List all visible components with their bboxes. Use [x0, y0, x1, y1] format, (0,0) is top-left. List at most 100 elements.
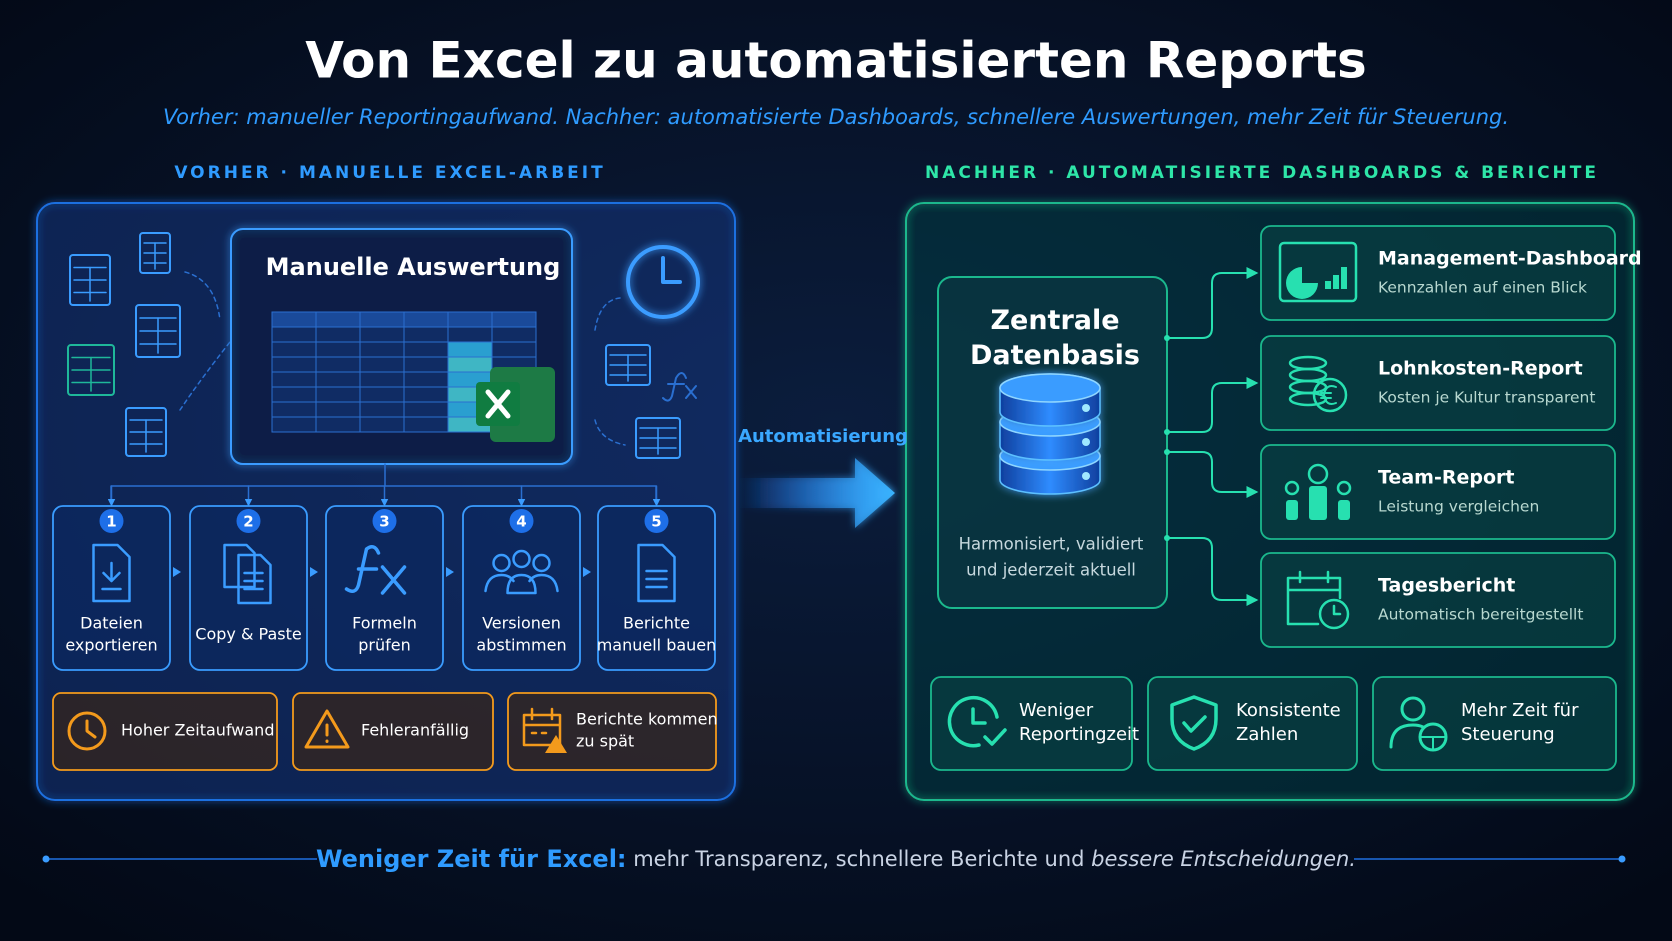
step-badge	[99, 509, 124, 533]
spreadsheet-cell	[359, 416, 405, 433]
icon	[139, 232, 171, 274]
spreadsheet-cell	[403, 386, 449, 403]
transition-label: Automatisierung	[738, 426, 908, 447]
icon	[125, 407, 167, 457]
spreadsheet-cell	[403, 341, 449, 358]
connector	[1166, 537, 1259, 606]
step-arrow	[173, 567, 181, 577]
step-icon	[484, 573, 559, 595]
issue-label: Hoher Zeitaufwand	[121, 721, 274, 740]
footer-emphasis: bessere Entscheidungen.	[1091, 847, 1356, 871]
issue-box	[52, 692, 278, 771]
step-number: 2	[243, 513, 253, 531]
fx-icon	[662, 372, 697, 402]
report-icon	[1320, 385, 1337, 405]
report-icon	[1312, 377, 1348, 413]
spreadsheet-cell	[403, 356, 449, 373]
step-arrow	[446, 567, 454, 577]
report-card	[1260, 335, 1616, 431]
report-icon	[1288, 355, 1328, 371]
step-label: Formeln	[352, 614, 417, 633]
report-title: Tagesbericht	[1378, 575, 1515, 597]
spreadsheet-cell	[403, 371, 449, 388]
hub-title: Datenbasis	[970, 340, 1140, 371]
issue-icon	[85, 719, 97, 739]
spreadsheet-cell	[403, 311, 449, 328]
spreadsheet-cell	[491, 326, 537, 343]
spreadsheet-cell	[491, 341, 537, 358]
spreadsheet-cell	[315, 341, 361, 358]
spreadsheet-cell	[315, 356, 361, 373]
issue-icon	[545, 735, 567, 753]
spreadsheet-cell	[271, 386, 317, 403]
spreadsheet-cell	[315, 371, 361, 388]
hub-title: Zentrale	[990, 305, 1119, 336]
spreadsheet-cell	[359, 311, 405, 328]
report-title: Management-Dashboard	[1378, 248, 1642, 270]
step-label: prüfen	[358, 636, 411, 655]
step-number: 5	[651, 513, 661, 531]
subtitle: Vorher: manueller Reportingaufwand. Nach…	[163, 105, 1509, 129]
spreadsheet-cell	[403, 326, 449, 343]
report-card	[1260, 552, 1616, 648]
spreadsheet-cell	[403, 416, 449, 433]
spreadsheet-cell	[359, 386, 405, 403]
icon	[605, 344, 651, 386]
step-icon	[492, 553, 511, 573]
report-title: Lohnkosten-Report	[1378, 358, 1583, 380]
step-icon	[223, 543, 272, 605]
hub-caption: und jederzeit aktuell	[966, 561, 1136, 580]
hub-caption: Harmonisiert, validiert	[959, 535, 1144, 554]
database-icon	[1082, 404, 1090, 412]
report-icon	[1336, 480, 1352, 496]
spreadsheet-cell	[271, 416, 317, 433]
benefit-label: Steuerung	[1461, 724, 1555, 745]
database-icon	[1082, 438, 1090, 446]
spreadsheet-cell	[271, 311, 317, 328]
step-label: manuell bauen	[597, 636, 717, 655]
spreadsheet-cell	[271, 401, 317, 418]
spreadsheet-cell	[315, 311, 361, 328]
issue-label: Fehleranfällig	[361, 721, 469, 740]
spreadsheet-cell	[447, 341, 493, 358]
connector	[1166, 377, 1259, 433]
step-icon	[637, 543, 676, 603]
benefit-label: Zahlen	[1236, 724, 1298, 745]
connector	[1166, 267, 1259, 339]
spreadsheet-cell	[491, 311, 537, 328]
benefit-icon	[1170, 695, 1218, 751]
icon	[67, 344, 115, 396]
step-number: 1	[106, 513, 116, 531]
benefit-icon	[947, 695, 1007, 748]
report-icon	[1325, 281, 1331, 289]
step-label: Copy & Paste	[195, 625, 301, 644]
database-icon	[999, 373, 1101, 403]
title: Von Excel zu automatisierten Reports	[305, 32, 1367, 90]
report-subtitle: Kennzahlen auf einen Blick	[1378, 279, 1587, 297]
step-number: 3	[379, 513, 389, 531]
section-label: NACHHER · AUTOMATISIERTE DASHBOARDS & BE…	[925, 163, 1599, 183]
spreadsheet-cell	[359, 341, 405, 358]
step-icon	[344, 545, 407, 595]
benefit-icon	[1400, 696, 1426, 722]
spreadsheet-cell	[315, 416, 361, 433]
spreadsheet-cell	[271, 371, 317, 388]
benefit-label: Konsistente	[1236, 700, 1341, 721]
report-icon	[1307, 463, 1329, 485]
spreadsheet-cell	[359, 401, 405, 418]
panel-title: Manuelle Auswertung	[266, 253, 561, 281]
clock-icon	[661, 256, 682, 284]
step-label: Versionen	[482, 614, 561, 633]
step-icon	[532, 553, 551, 573]
issue-label: Berichte kommen	[576, 710, 718, 729]
benefit-label: Mehr Zeit für	[1461, 700, 1579, 721]
step-number: 4	[516, 513, 526, 531]
benefit-label: Weniger	[1019, 700, 1094, 721]
excel-logo	[485, 389, 511, 419]
footer-highlight: Weniger Zeit für Excel:	[316, 845, 627, 873]
report-icon	[1318, 598, 1350, 630]
connector	[1166, 451, 1259, 498]
footer-dot	[1618, 855, 1626, 863]
spreadsheet-cell	[359, 326, 405, 343]
